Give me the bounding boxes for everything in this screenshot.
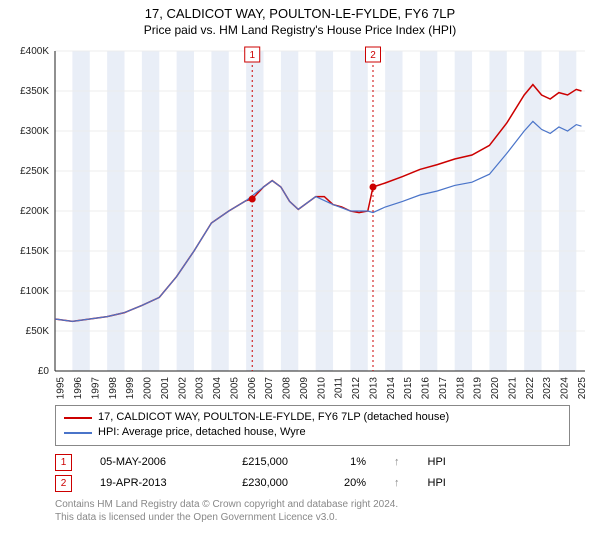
svg-text:2001: 2001 [160,377,171,400]
svg-text:2018: 2018 [455,377,466,400]
svg-text:£0: £0 [38,366,50,377]
svg-text:2015: 2015 [403,377,414,400]
svg-text:£100K: £100K [20,286,49,297]
transaction-date: 05-MAY-2006 [100,456,190,468]
svg-text:2005: 2005 [229,377,240,400]
transaction-date: 19-APR-2013 [100,477,190,489]
svg-text:£250K: £250K [20,166,49,177]
svg-text:2007: 2007 [264,377,275,400]
transaction-tag: HPI [428,477,446,489]
svg-text:2009: 2009 [299,377,310,400]
footnote-line: Contains HM Land Registry data © Crown c… [55,498,570,511]
svg-text:2020: 2020 [490,377,501,400]
svg-text:2008: 2008 [282,377,293,400]
svg-text:1995: 1995 [56,377,67,400]
svg-text:2002: 2002 [177,377,188,400]
transaction-pct: 20% [316,477,366,489]
svg-text:2019: 2019 [473,377,484,400]
svg-text:2012: 2012 [351,377,362,400]
transaction-price: £230,000 [218,477,288,489]
svg-text:1999: 1999 [125,377,136,400]
svg-text:2010: 2010 [316,377,327,400]
footnote-line: This data is licensed under the Open Gov… [55,511,570,524]
transaction-price: £215,000 [218,456,288,468]
transaction-pct: 1% [316,456,366,468]
footnote: Contains HM Land Registry data © Crown c… [55,498,570,524]
svg-text:2025: 2025 [577,377,588,400]
transaction-marker: 1 [55,454,72,471]
svg-text:£50K: £50K [26,326,50,337]
legend-item: 17, CALDICOT WAY, POULTON-LE-FYLDE, FY6 … [64,410,561,425]
chart-svg: £0 £50K £100K £150K £200K £250K £300K £350K £400… [0,41,600,401]
page-title: 17, CALDICOT WAY, POULTON-LE-FYLDE, FY6 … [0,0,600,21]
transaction-tag: HPI [428,456,446,468]
transaction-marker: 2 [55,475,72,492]
arrow-up-icon: ↑ [394,456,400,468]
svg-text:2023: 2023 [542,377,553,400]
svg-text:£300K: £300K [20,126,49,137]
legend-label: HPI: Average price, detached house, Wyre [98,425,306,440]
svg-text:£400K: £400K [20,46,49,57]
legend-label: 17, CALDICOT WAY, POULTON-LE-FYLDE, FY6 … [98,410,449,425]
svg-text:2024: 2024 [560,377,571,400]
svg-text:2: 2 [370,50,376,61]
legend-swatch [64,432,92,434]
transaction-row: 1 05-MAY-2006 £215,000 1% ↑ HPI [55,452,570,473]
legend-item: HPI: Average price, detached house, Wyre [64,425,561,440]
svg-text:2006: 2006 [247,377,258,400]
svg-text:£350K: £350K [20,86,49,97]
svg-text:2011: 2011 [334,377,345,399]
page-subtitle: Price paid vs. HM Land Registry's House … [0,21,600,41]
svg-text:1998: 1998 [108,377,119,400]
transaction-row: 2 19-APR-2013 £230,000 20% ↑ HPI [55,473,570,494]
svg-text:2017: 2017 [438,377,449,400]
svg-text:2013: 2013 [368,377,379,400]
arrow-up-icon: ↑ [394,477,400,489]
legend: 17, CALDICOT WAY, POULTON-LE-FYLDE, FY6 … [55,405,570,446]
svg-text:1997: 1997 [90,377,101,400]
svg-text:£200K: £200K [20,206,49,217]
transaction-table: 1 05-MAY-2006 £215,000 1% ↑ HPI 2 19-APR… [55,452,570,494]
svg-text:1996: 1996 [73,377,84,400]
svg-text:1: 1 [249,50,255,61]
chart: £0 £50K £100K £150K £200K £250K £300K £350K £400… [0,41,600,401]
svg-text:2003: 2003 [195,377,206,400]
svg-text:2014: 2014 [386,377,397,400]
legend-swatch [64,417,92,419]
svg-text:2016: 2016 [421,377,432,400]
svg-text:2000: 2000 [143,377,154,400]
svg-text:2021: 2021 [507,377,518,400]
svg-text:2022: 2022 [525,377,536,400]
svg-text:2004: 2004 [212,377,223,400]
svg-text:£150K: £150K [20,246,49,257]
